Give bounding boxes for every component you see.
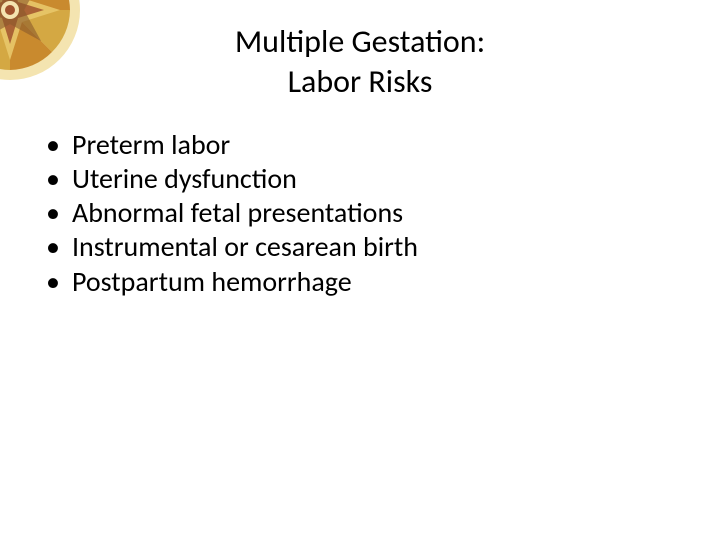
- bullet-list: Preterm labor Uterine dysfunction Abnorm…: [42, 128, 418, 299]
- slide-title: Multiple Gestation: Labor Risks: [0, 22, 720, 102]
- title-line-1: Multiple Gestation:: [0, 22, 720, 62]
- bullet-text: Uterine dysfunction: [72, 161, 297, 196]
- list-item: Preterm labor: [42, 128, 418, 162]
- list-item: Uterine dysfunction: [42, 162, 418, 196]
- bullet-text: Instrumental or cesarean birth: [72, 229, 418, 264]
- list-item: Instrumental or cesarean birth: [42, 230, 418, 264]
- list-item: Abnormal fetal presentations: [42, 196, 418, 230]
- bullet-text: Postpartum hemorrhage: [72, 264, 352, 299]
- bullet-text: Preterm labor: [72, 127, 230, 162]
- title-line-2: Labor Risks: [0, 62, 720, 102]
- list-item: Postpartum hemorrhage: [42, 265, 418, 299]
- bullet-text: Abnormal fetal presentations: [72, 195, 403, 230]
